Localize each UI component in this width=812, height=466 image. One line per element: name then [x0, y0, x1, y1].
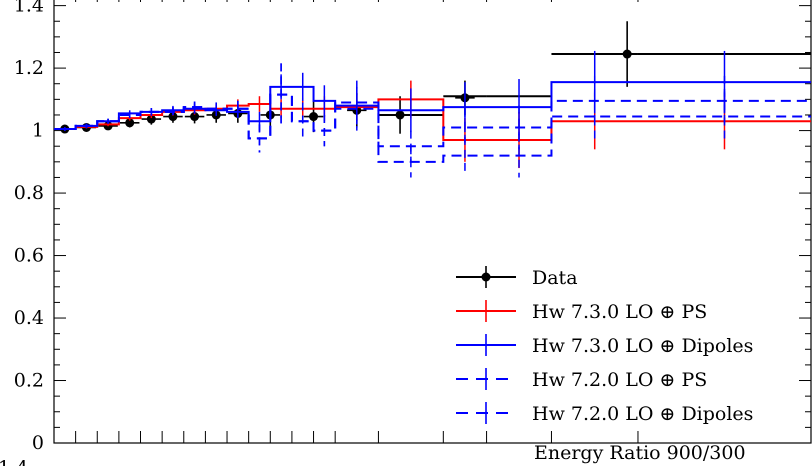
y-tick-label: 0 [32, 432, 44, 454]
legend-entry-3: Hw 7.2.0 LO ⊕ PS [456, 368, 707, 391]
y-axis: 0 0.2 0.4 0.6 0.8 1 1.2 1.4 [14, 0, 811, 454]
legend-label: Hw 7.2.0 LO ⊕ Dipoles [532, 403, 753, 425]
series-step-line [54, 98, 811, 141]
x-axis [75, 0, 639, 443]
y-tick-label: 1.2 [14, 57, 44, 79]
lower-panel-label: Energy Ratio 900/300 [534, 442, 746, 464]
series-2 [54, 50, 811, 136]
data-point [395, 110, 405, 120]
y-tick-label: 0.4 [14, 307, 44, 329]
legend-label: Hw 7.3.0 LO ⊕ Dipoles [532, 335, 753, 357]
plot-frame [53, 0, 812, 444]
data-point [190, 112, 200, 122]
y-tick-label: 0.6 [14, 245, 44, 267]
lower-panel-tick-label: 1.4 [0, 457, 28, 466]
data-point [309, 112, 319, 122]
y-tick-label: 0.2 [14, 370, 44, 392]
legend-entry-2: Hw 7.3.0 LO ⊕ Dipoles [456, 334, 753, 357]
legend-swatch-marker [481, 272, 491, 282]
y-tick-label: 1 [32, 120, 44, 142]
series-step-line [54, 93, 811, 163]
legend-label: Hw 7.3.0 LO ⊕ PS [532, 301, 707, 323]
y-tick-label: 0.8 [14, 182, 44, 204]
series-4 [54, 63, 811, 162]
series-layer [54, 21, 811, 178]
series-1 [54, 80, 811, 169]
data-point [125, 118, 135, 128]
legend-label: Hw 7.2.0 LO ⊕ PS [532, 369, 707, 391]
legend-label: Data [532, 267, 578, 289]
data-point [168, 112, 178, 122]
y-tick-label: 1.4 [14, 0, 44, 17]
legend-entry-1: Hw 7.3.0 LO ⊕ PS [456, 300, 707, 323]
series-step-line [54, 81, 811, 131]
plot-area [53, 0, 812, 444]
legend-entry-0: Data [456, 266, 578, 289]
data-point [622, 49, 632, 59]
legend-entry-4: Hw 7.2.0 LO ⊕ Dipoles [456, 402, 753, 425]
data-point [146, 114, 156, 124]
legend: Data Hw 7.3.0 LO ⊕ PS Hw 7.3.0 LO ⊕ Dipole… [456, 266, 753, 425]
